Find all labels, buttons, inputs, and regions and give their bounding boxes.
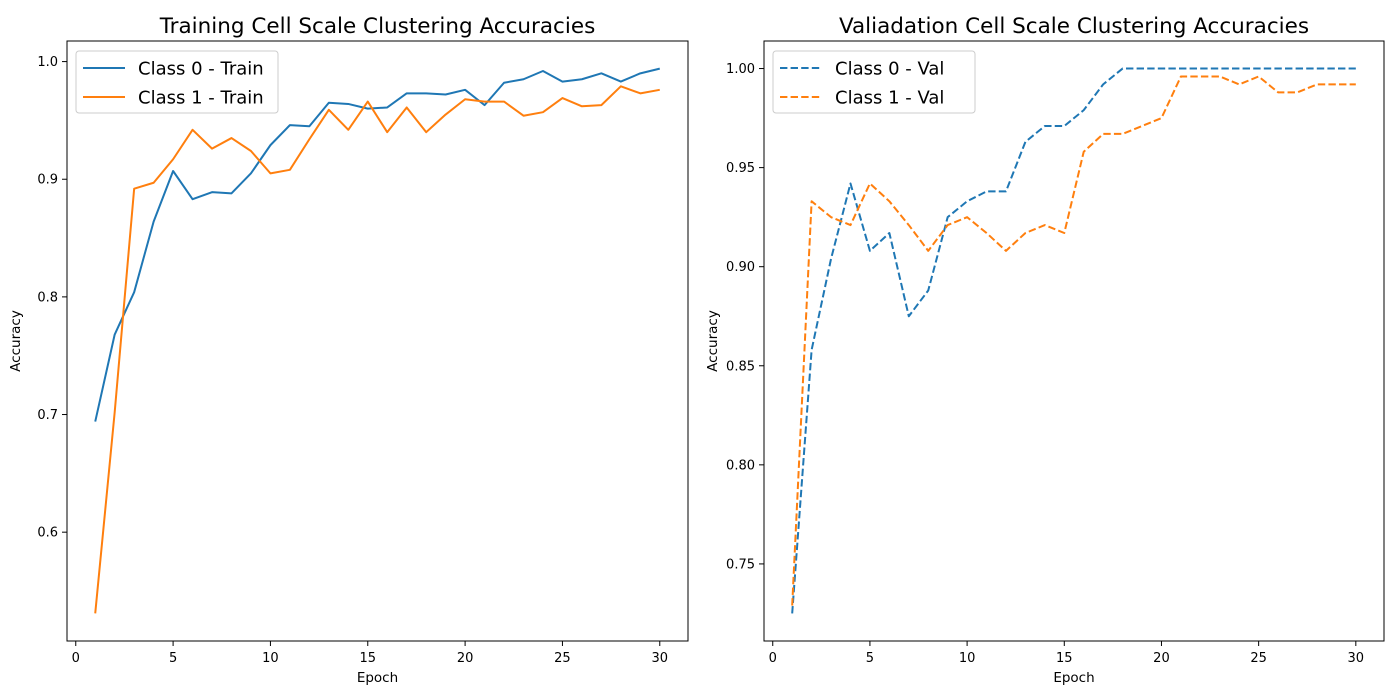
- val-x-tick-label: 20: [1153, 651, 1170, 666]
- val-x-tick-label: 5: [866, 651, 874, 666]
- train-x-tick-label: 25: [554, 651, 571, 666]
- train-x-tick-label: 10: [262, 651, 279, 666]
- train-y-axis-label: Accuracy: [8, 310, 24, 372]
- train-x-tick-label: 20: [457, 651, 474, 666]
- train-y-tick-label: 0.6: [37, 526, 58, 541]
- training-chart: Training Cell Scale Clustering Accuracie…: [8, 14, 689, 686]
- val-legend-box: [772, 50, 976, 114]
- validation-chart: Valiadation Cell Scale Clustering Accura…: [705, 14, 1385, 686]
- val-series-line-class-0: [791, 67, 1356, 614]
- train-chart-title: Training Cell Scale Clustering Accuracie…: [159, 14, 596, 39]
- val-chart-title: Valiadation Cell Scale Clustering Accura…: [839, 14, 1309, 39]
- val-axes-frame: [763, 40, 1385, 642]
- val-x-tick-label: 30: [1348, 651, 1365, 666]
- val-legend: Class 0 - Val Class 1 - Val: [772, 50, 976, 114]
- val-y-tick-label: 0.75: [726, 557, 755, 572]
- val-legend-label: Class 0 - Val: [835, 59, 944, 80]
- train-legend: Class 0 - Train Class 1 - Train: [75, 50, 279, 114]
- train-legend-box: [75, 50, 279, 114]
- train-y-tick-label: 0.9: [37, 173, 58, 188]
- val-y-tick-label: 0.90: [726, 260, 755, 275]
- train-series-line-class-0: [94, 67, 661, 422]
- val-y-tick-label: 0.95: [726, 161, 755, 176]
- val-y-tick-label: 0.80: [726, 458, 755, 473]
- train-x-tick-label: 5: [169, 651, 177, 666]
- val-y-tick-label: 1.00: [726, 62, 755, 77]
- train-y-tick-label: 0.8: [37, 290, 58, 305]
- train-x-tick-label: 30: [651, 651, 668, 666]
- train-y-tick-label: 0.7: [37, 408, 58, 423]
- train-series-line-class-1: [94, 85, 660, 614]
- val-x-tick-label: 0: [769, 651, 777, 666]
- train-legend-label: Class 0 - Train: [138, 59, 264, 80]
- train-x-tick-label: 0: [72, 651, 80, 666]
- val-x-tick-label: 25: [1250, 651, 1267, 666]
- val-y-tick-label: 0.85: [726, 359, 755, 374]
- val-x-tick-label: 10: [959, 651, 976, 666]
- train-axes-frame: [66, 40, 689, 642]
- train-legend-label: Class 1 - Train: [138, 88, 264, 109]
- val-x-tick-label: 15: [1056, 651, 1073, 666]
- val-y-axis-label: Accuracy: [705, 310, 721, 372]
- train-y-tick-label: 1.0: [37, 55, 58, 70]
- train-x-axis-label: Epoch: [357, 670, 398, 686]
- val-x-axis-label: Epoch: [1053, 670, 1094, 686]
- train-x-tick-label: 15: [359, 651, 376, 666]
- val-legend-label: Class 1 - Val: [835, 88, 944, 109]
- val-series-line-class-1: [791, 75, 1356, 606]
